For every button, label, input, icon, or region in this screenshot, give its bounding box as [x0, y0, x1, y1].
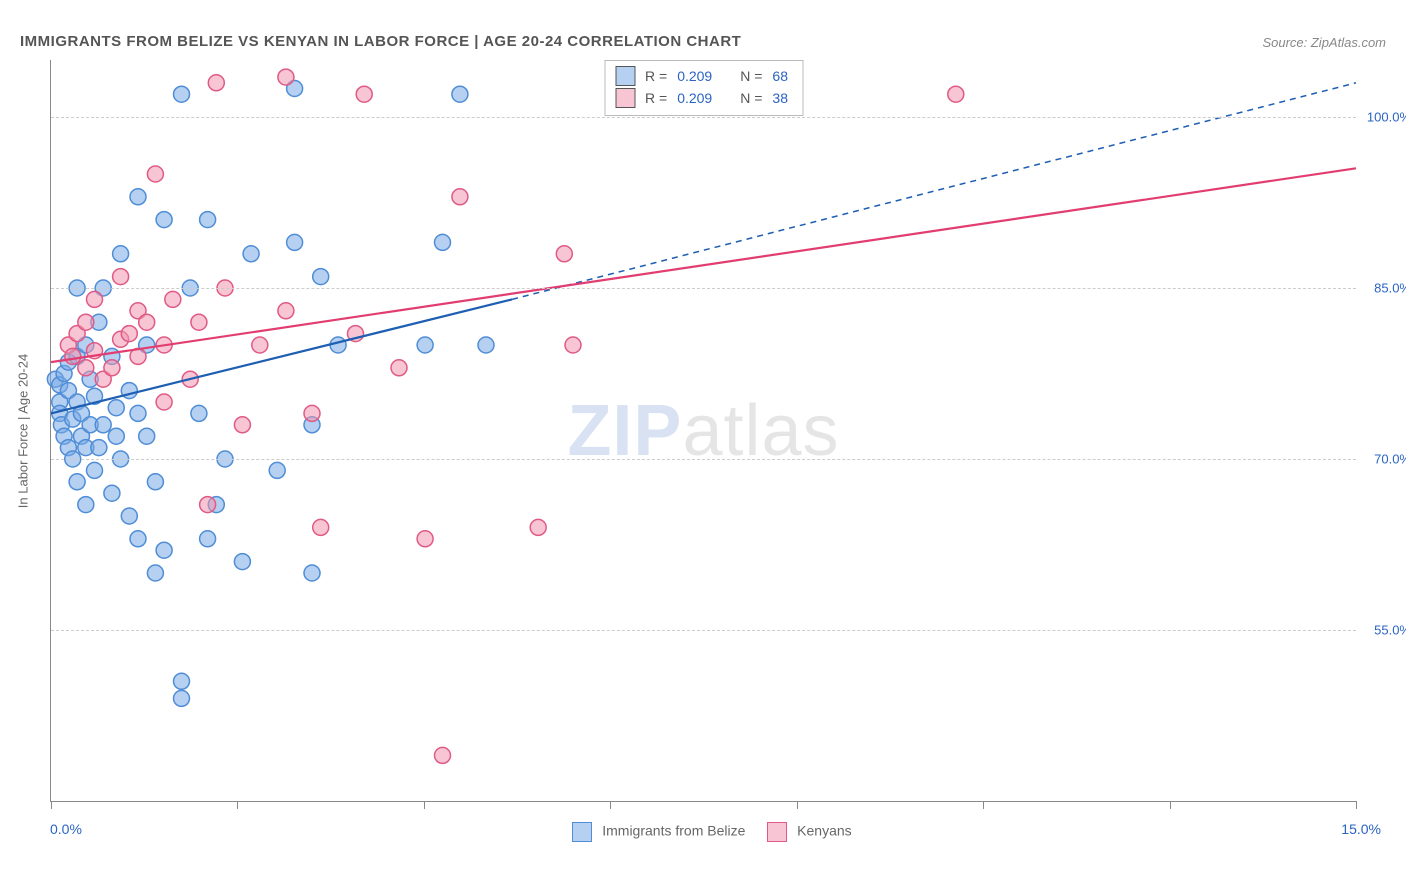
source-attribution: Source: ZipAtlas.com — [1262, 35, 1386, 50]
scatter-plot — [51, 60, 1356, 801]
y-axis-title: In Labor Force | Age 20-24 — [16, 353, 31, 507]
r-label: R = — [645, 65, 667, 87]
legend-label-kenyans: Kenyans — [797, 823, 851, 839]
n-label: N = — [740, 87, 762, 109]
chart-area: In Labor Force | Age 20-24 R = 0.209 N =… — [50, 60, 1356, 802]
legend-row-kenyans: R = 0.209 N = 38 — [615, 87, 788, 109]
series-legend: Immigrants from Belize Kenyans — [0, 822, 1406, 842]
square-swatch-icon — [615, 66, 635, 86]
square-swatch-icon — [572, 822, 592, 842]
r-value: 0.209 — [677, 87, 712, 109]
n-value: 68 — [772, 65, 788, 87]
legend-label-belize: Immigrants from Belize — [602, 823, 745, 839]
n-value: 38 — [772, 87, 788, 109]
chart-title: IMMIGRANTS FROM BELIZE VS KENYAN IN LABO… — [20, 33, 741, 50]
y-tick-label: 85.0% — [1374, 281, 1406, 296]
square-swatch-icon — [767, 822, 787, 842]
n-label: N = — [740, 65, 762, 87]
y-tick-label: 55.0% — [1374, 623, 1406, 638]
y-tick-label: 70.0% — [1374, 452, 1406, 467]
correlation-legend: R = 0.209 N = 68 R = 0.209 N = 38 — [604, 60, 803, 116]
y-tick-label: 100.0% — [1367, 110, 1406, 125]
square-swatch-icon — [615, 88, 635, 108]
r-label: R = — [645, 87, 667, 109]
legend-row-belize: R = 0.209 N = 68 — [615, 65, 788, 87]
r-value: 0.209 — [677, 65, 712, 87]
